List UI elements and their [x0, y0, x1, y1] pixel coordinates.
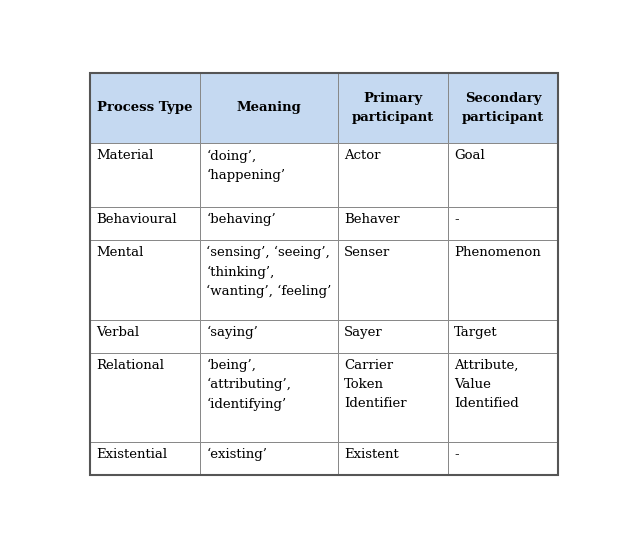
Text: ‘behaving’: ‘behaving’: [206, 213, 276, 227]
Text: Senser: Senser: [344, 246, 390, 259]
Text: Mental: Mental: [96, 246, 143, 259]
Bar: [448, 207, 558, 240]
Text: Secondary
participant: Secondary participant: [462, 92, 544, 124]
Bar: [337, 353, 448, 442]
Text: Primary
participant: Primary participant: [351, 92, 434, 124]
Text: Attribute,
Value
Identified: Attribute, Value Identified: [454, 359, 519, 410]
Bar: [90, 240, 200, 320]
Text: Actor: Actor: [344, 150, 380, 163]
Text: ‘being’,
‘attributing’,
‘identifying’: ‘being’, ‘attributing’, ‘identifying’: [206, 359, 291, 411]
Text: Material: Material: [96, 150, 154, 163]
Bar: [200, 353, 337, 442]
Text: Existent: Existent: [344, 448, 399, 461]
Bar: [90, 143, 200, 207]
Text: Meaning: Meaning: [236, 101, 301, 114]
Bar: [90, 207, 200, 240]
Bar: [337, 442, 448, 475]
Bar: [448, 240, 558, 320]
Bar: [90, 73, 200, 143]
Bar: [448, 320, 558, 353]
Text: Existential: Existential: [96, 448, 167, 461]
Bar: [448, 73, 558, 143]
Bar: [200, 143, 337, 207]
Bar: [337, 240, 448, 320]
Text: ‘existing’: ‘existing’: [206, 448, 267, 461]
Text: ‘saying’: ‘saying’: [206, 326, 258, 339]
Text: Behaver: Behaver: [344, 213, 399, 226]
Bar: [337, 320, 448, 353]
Text: Relational: Relational: [96, 359, 164, 372]
Text: Goal: Goal: [454, 150, 485, 163]
Text: Verbal: Verbal: [96, 326, 139, 339]
Bar: [90, 320, 200, 353]
Text: Target: Target: [454, 326, 497, 339]
Bar: [200, 73, 337, 143]
Bar: [90, 353, 200, 442]
Text: Phenomenon: Phenomenon: [454, 246, 541, 259]
Bar: [448, 353, 558, 442]
Bar: [200, 320, 337, 353]
Bar: [90, 442, 200, 475]
Bar: [337, 73, 448, 143]
Text: -: -: [454, 213, 459, 226]
Bar: [448, 143, 558, 207]
Text: ‘doing’,
‘happening’: ‘doing’, ‘happening’: [206, 150, 285, 182]
Text: Carrier
Token
Identifier: Carrier Token Identifier: [344, 359, 406, 410]
Text: Behavioural: Behavioural: [96, 213, 177, 226]
Bar: [448, 442, 558, 475]
Text: -: -: [454, 448, 459, 461]
Bar: [337, 207, 448, 240]
Bar: [200, 207, 337, 240]
Bar: [200, 240, 337, 320]
Text: Sayer: Sayer: [344, 326, 382, 339]
Text: ‘sensing’, ‘seeing’,
‘thinking’,
‘wanting’, ‘feeling’: ‘sensing’, ‘seeing’, ‘thinking’, ‘wantin…: [206, 246, 332, 298]
Bar: [200, 442, 337, 475]
Bar: [337, 143, 448, 207]
Text: Process Type: Process Type: [97, 101, 193, 114]
